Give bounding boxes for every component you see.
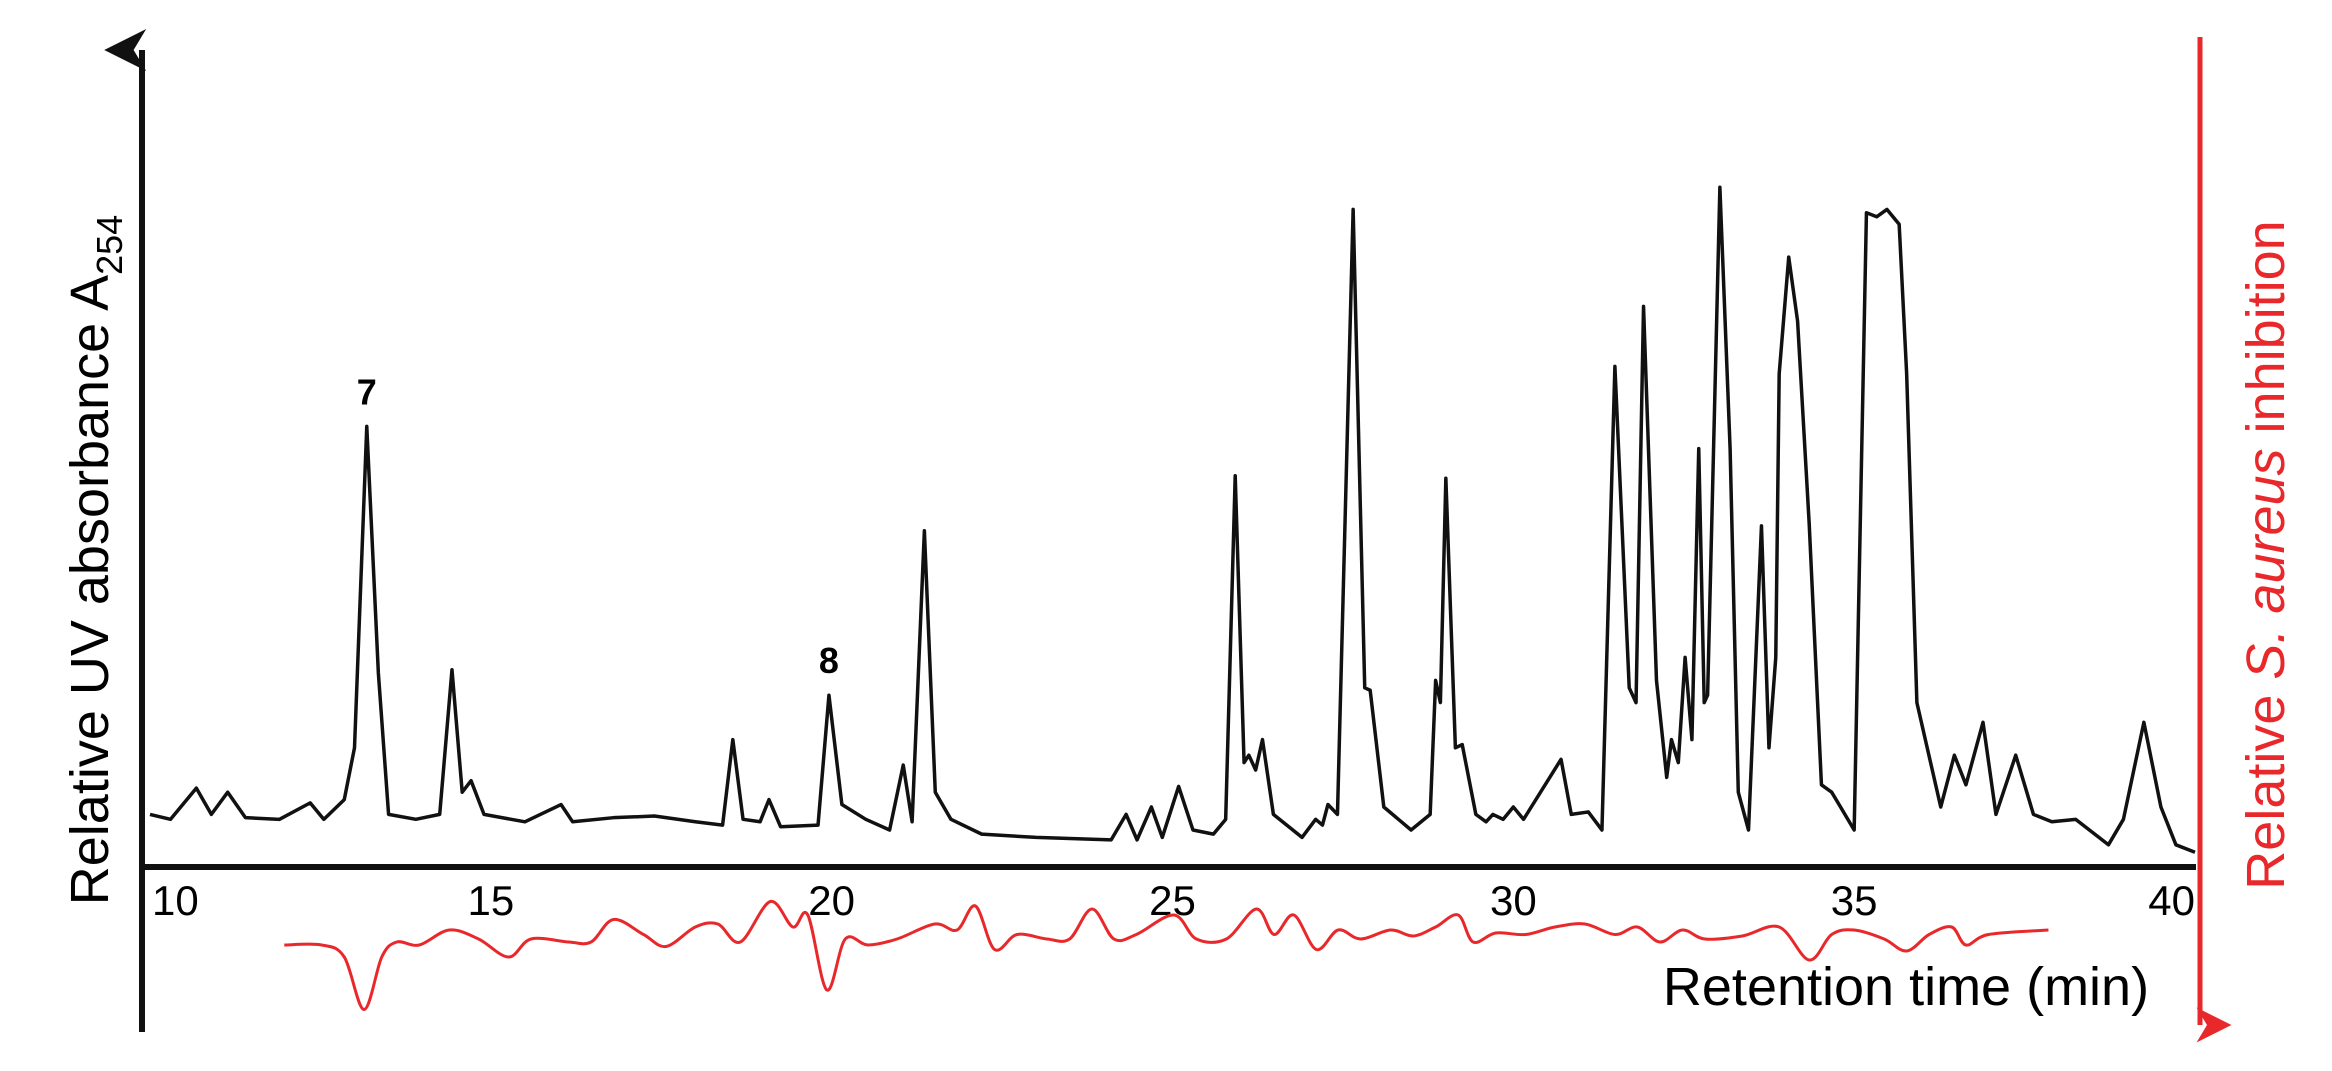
x-tick-label: 10 [152,877,199,924]
x-tick-label: 30 [1490,877,1537,924]
y2-label-part: inhibition [2236,220,2296,448]
peak-label: 8 [819,640,839,681]
x-tick-label: 15 [467,877,514,924]
y2-label-part: Relative [2236,680,2296,890]
x-tick-label: 35 [1831,877,1878,924]
y-axis-label-text: Relative UV absorbance A [60,275,120,905]
x-tick-label: 20 [808,877,855,924]
y2-axis-label: Relative S. aureus inhibition [2236,220,2296,889]
y2-label-part: S. aureus [2236,448,2296,679]
series-line [284,899,2049,1011]
x-axis-label: Retention time (min) [1663,957,2149,1017]
x-tick-label: 40 [2148,877,2195,924]
series-line [149,185,2196,854]
y-axis-label: Relative UV absorbance A254 [60,215,130,905]
peak-label: 7 [357,371,377,412]
y-axis-label-subscript: 254 [89,215,130,275]
x-tick-label: 25 [1149,877,1196,924]
